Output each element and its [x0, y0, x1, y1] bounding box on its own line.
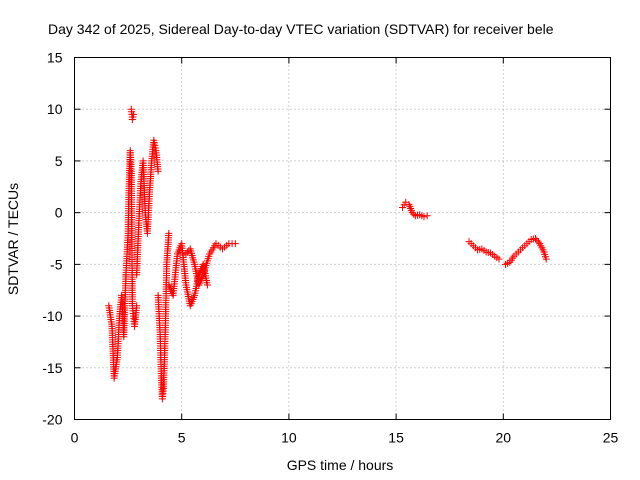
- data-point: [165, 229, 173, 237]
- x-axis-label: GPS time / hours: [287, 457, 394, 473]
- data-point: [534, 238, 542, 246]
- data-point: [495, 255, 503, 263]
- y-tick-label: 10: [47, 101, 63, 117]
- data-point: [231, 240, 239, 248]
- y-tick-label: 5: [55, 153, 63, 169]
- y-tick-label: -10: [42, 308, 62, 324]
- y-tick-label: -5: [50, 256, 63, 272]
- data-point: [420, 213, 428, 221]
- y-tick-label: 15: [47, 50, 63, 66]
- x-tick-label: 15: [388, 430, 404, 446]
- data-point: [542, 255, 550, 263]
- x-tick-label: 5: [178, 430, 186, 446]
- data-point: [183, 248, 191, 256]
- y-tick-label: -20: [42, 412, 62, 428]
- x-tick-label: 0: [71, 430, 79, 446]
- gridlines: [74, 57, 611, 420]
- y-tick-label: 0: [55, 205, 63, 221]
- data-point: [423, 212, 431, 220]
- x-tick-label: 20: [496, 430, 512, 446]
- data-point: [410, 210, 418, 218]
- data-point: [154, 167, 162, 175]
- data-point: [203, 281, 211, 289]
- plot-frame: [74, 57, 611, 420]
- data-point: [182, 250, 190, 258]
- data-point: [531, 235, 539, 242]
- y-tick-label: -15: [42, 360, 62, 376]
- x-tick-label: 25: [603, 430, 619, 446]
- axis-ticks: [74, 57, 611, 420]
- y-axis-label: SDTVAR / TECUs: [5, 183, 21, 295]
- x-tick-label: 10: [281, 430, 297, 446]
- data-point: [408, 209, 416, 217]
- data-point: [133, 302, 141, 310]
- data-point: [129, 110, 137, 118]
- tick-labels: 0 5 10 15 20 25 15 10 5 0 -5 -10 -15 -20: [42, 50, 618, 446]
- data-point: [533, 236, 541, 244]
- data-points: [105, 105, 550, 403]
- chart-title: Day 342 of 2025, Sidereal Day-to-day VTE…: [48, 21, 554, 37]
